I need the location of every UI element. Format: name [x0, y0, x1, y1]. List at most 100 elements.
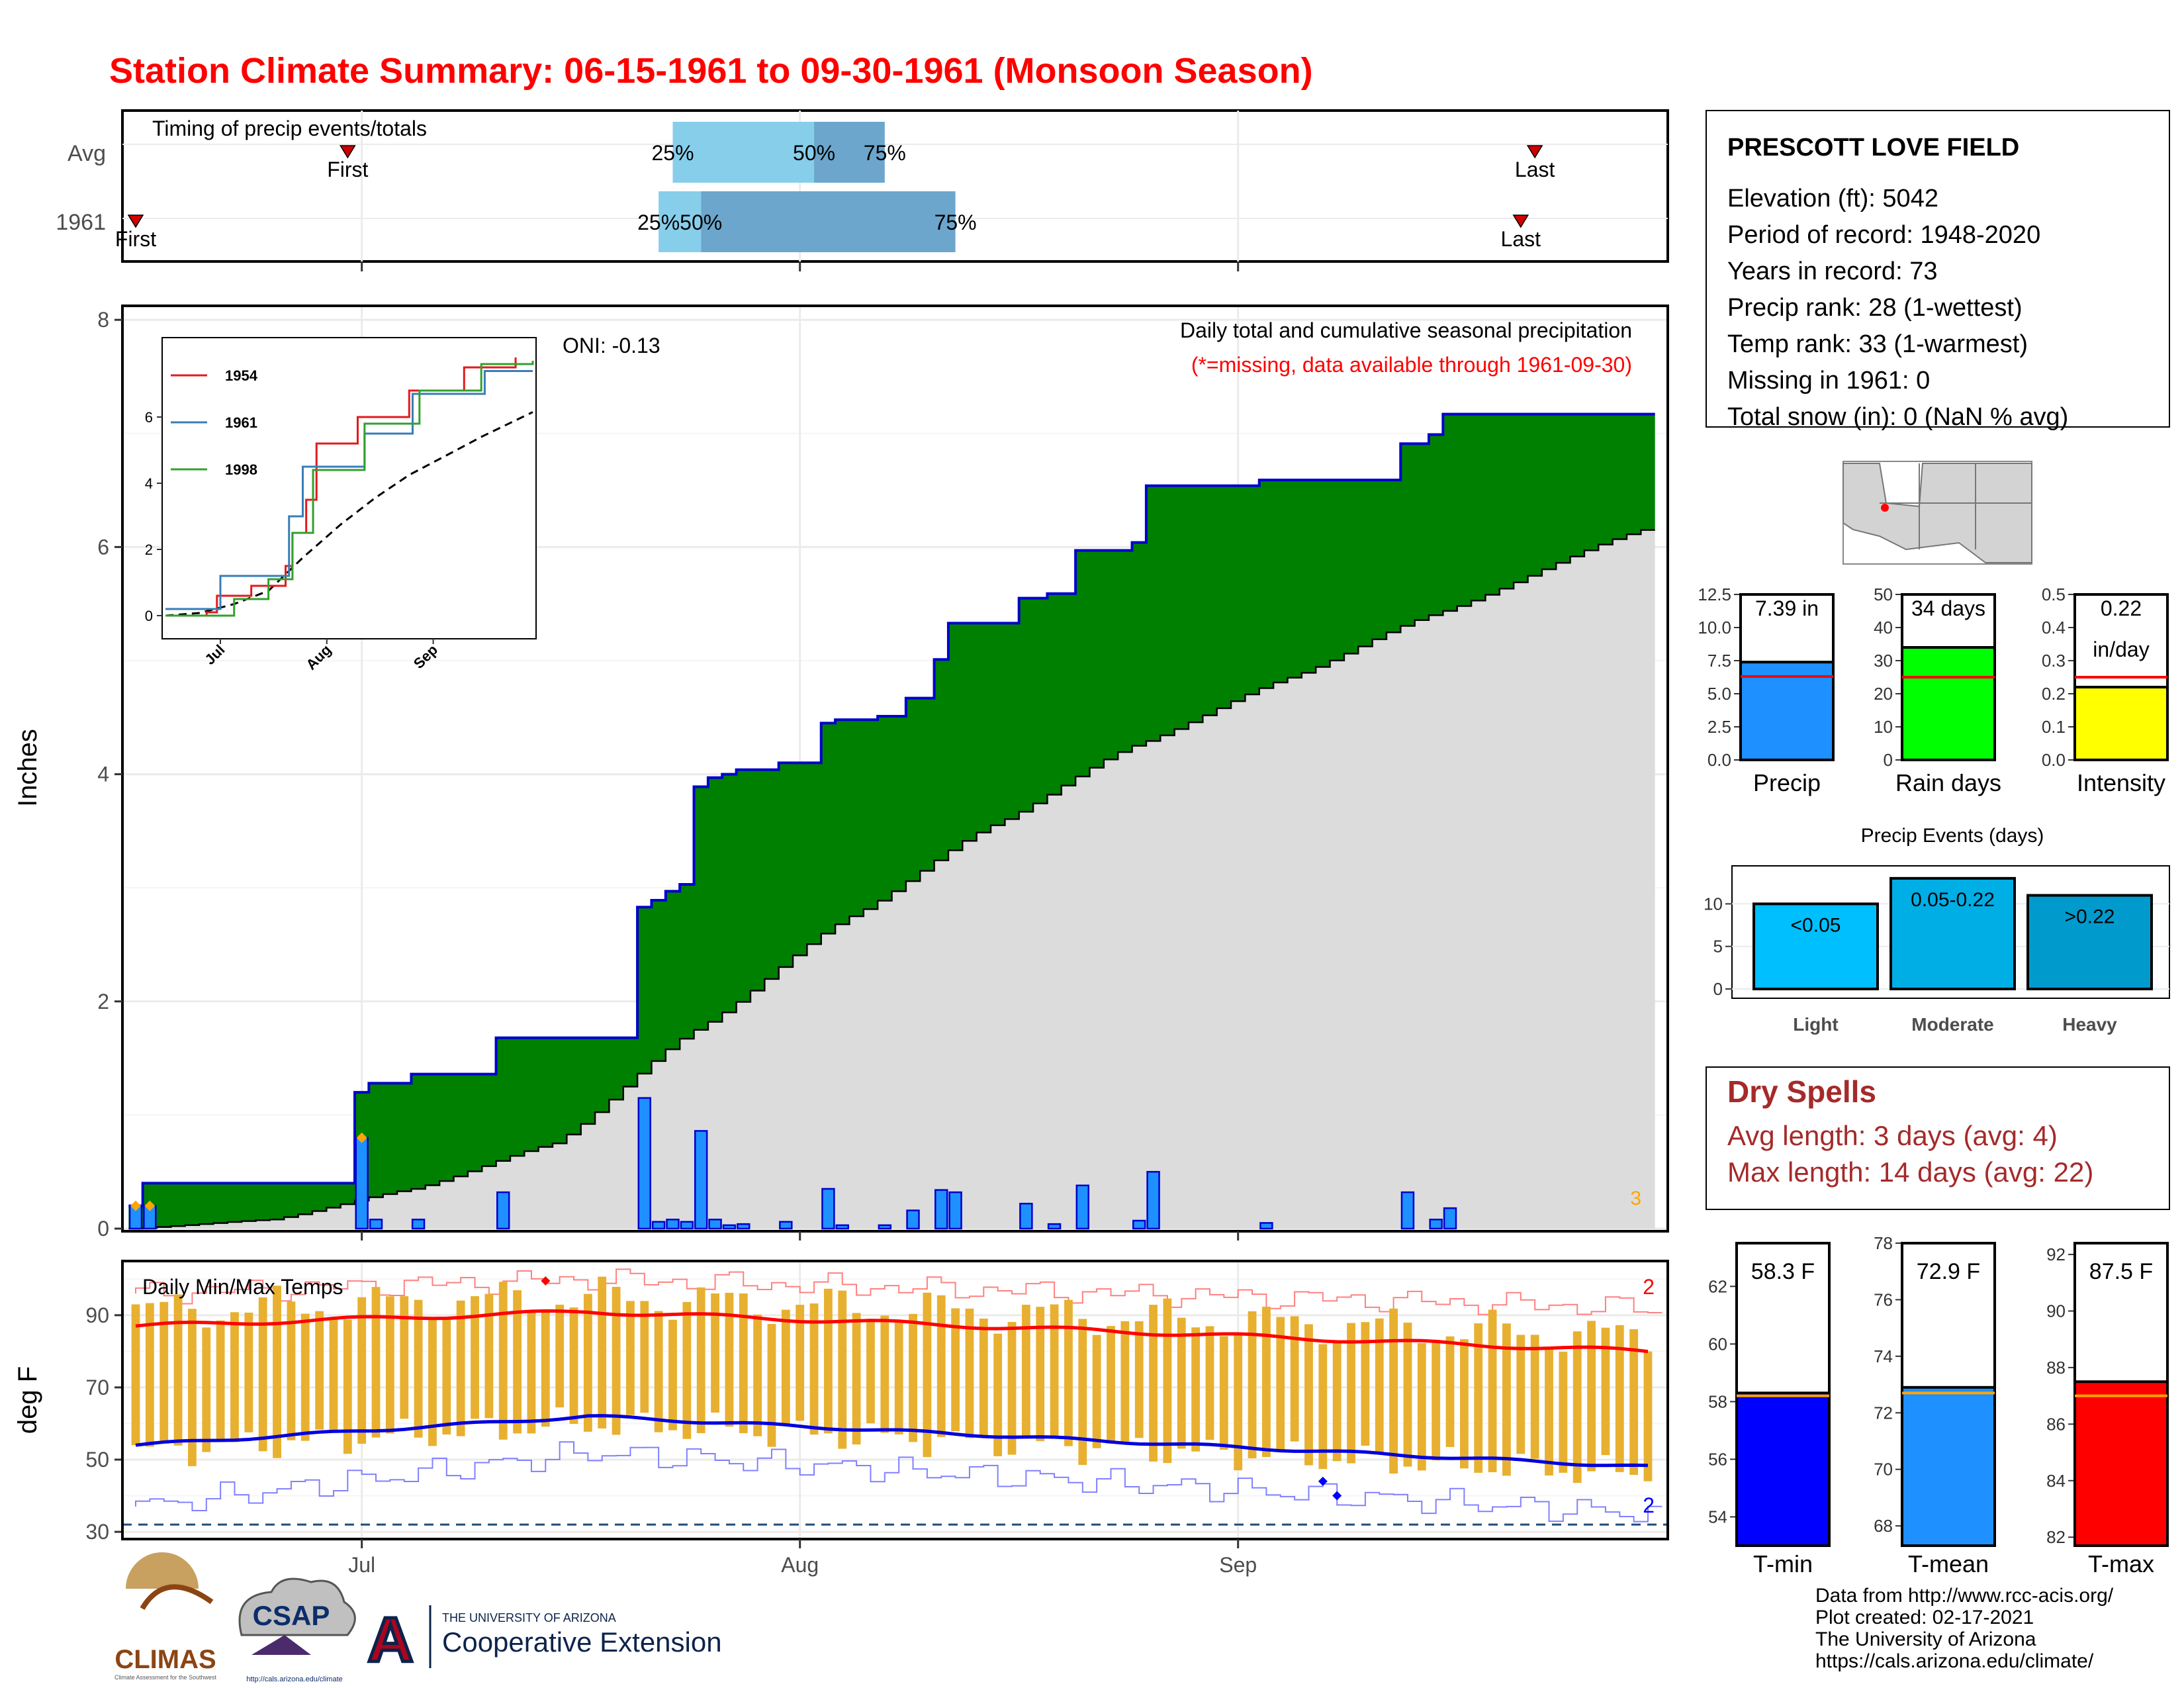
daily-temp-range-bar	[145, 1303, 154, 1447]
mini-bar-value-text: 7.39 in	[1755, 596, 1819, 620]
daily-precip-record-marker	[356, 1132, 367, 1143]
ua-cooperative-extension-logo: A THE UNIVERSITY OF ARIZONA Cooperative …	[361, 1603, 722, 1677]
daily-temp-range-bar	[1021, 1305, 1030, 1436]
daily-temp-range-bar	[442, 1319, 451, 1435]
daily-temp-range-bar	[1389, 1308, 1398, 1474]
average-cumulative-area	[128, 530, 1655, 1229]
daily-temp-range-bar	[1545, 1346, 1553, 1476]
precip-y-tick-label: 0	[97, 1217, 109, 1241]
record-low-line	[135, 1441, 1662, 1523]
temp-bar-y-tick-label: 90	[2046, 1301, 2066, 1321]
dry-spells-avg: Avg length: 3 days (avg: 4)	[1727, 1120, 2058, 1151]
above-average-cumulative-area	[128, 414, 1655, 1229]
daily-precip-bar	[878, 1224, 892, 1230]
footer-line: The University of Arizona	[1815, 1628, 2036, 1650]
csap-logo: CSAP http://cals.arizona.edu/climate	[238, 1577, 356, 1683]
mini-bar-label: Intensity	[2077, 769, 2165, 796]
timing-title: Timing of precip events/totals	[152, 117, 427, 140]
temp-bar-y-tick-label: 78	[1874, 1233, 1893, 1253]
daily-temp-range-bar	[400, 1296, 409, 1419]
daily-temp-range-bar	[385, 1296, 394, 1434]
average-min-temp-line	[135, 1414, 1649, 1468]
precip-y-tick-label: 6	[97, 535, 109, 559]
month-axis-label: Jul	[348, 1553, 375, 1577]
daily-temp-range-bar	[555, 1304, 565, 1408]
daily-temp-range-bar	[823, 1288, 833, 1434]
daily-temp-range-bar	[159, 1301, 169, 1443]
precip-annotation-note: (*=missing, data available through 1961-…	[1191, 353, 1632, 377]
daily-temp-range-bar	[244, 1312, 253, 1432]
temp-y-tick-label: 50	[85, 1448, 109, 1472]
climas-logo: CLIMAS Climate Assessment for the Southw…	[114, 1552, 217, 1681]
timing-last-marker	[1526, 145, 1543, 159]
station-name: PRESCOTT LOVE FIELD	[1727, 134, 2019, 162]
daily-precip-bar	[637, 1097, 652, 1230]
daily-temp-range-bar	[965, 1308, 974, 1438]
inset-y-tick-label: 6	[145, 409, 153, 426]
inset-legend-label: 1954	[225, 367, 258, 384]
record-temp-marker	[541, 1276, 551, 1286]
daily-precip-bar	[779, 1221, 793, 1230]
inset-legend-label: 1998	[225, 461, 257, 478]
daily-temp-range-bar	[1417, 1342, 1426, 1471]
daily-precip-record-marker	[130, 1200, 141, 1211]
temp-y-tick-label: 30	[85, 1520, 109, 1544]
mini-bar-y-tick-label: 0.4	[2042, 618, 2066, 637]
mini-bar-value-text: 34 days	[1911, 596, 1985, 620]
mini-bar-y-tick-label: 2.5	[1707, 717, 1731, 737]
daily-temp-range-bar	[484, 1293, 494, 1419]
mini-bar-y-tick-label: 0.2	[2042, 684, 2066, 704]
daily-precip-bar	[694, 1130, 708, 1230]
timing-first-label: First	[115, 227, 156, 251]
mini-bar-y-tick-label: 0.3	[2042, 651, 2066, 671]
temp-bar-y-tick-label: 74	[1874, 1346, 1893, 1366]
dry-spells-box: Dry Spells Avg length: 3 days (avg: 4) M…	[1706, 1066, 2170, 1210]
ua-logo-letter: A	[367, 1605, 413, 1675]
temp-bar-y-tick-label: 72	[1874, 1403, 1893, 1423]
mini-bar-label: Precip	[1753, 769, 1821, 796]
temp-bar-label: T-mean	[1908, 1550, 1989, 1577]
daily-precip-bar	[1132, 1219, 1146, 1230]
mini-bar-y-tick-label: 7.5	[1707, 651, 1731, 671]
daily-temp-range-bar	[711, 1293, 719, 1413]
temp-bar-value	[1735, 1391, 1831, 1547]
daily-temp-range-bar	[1332, 1340, 1342, 1462]
precip-y-tick-label: 4	[97, 763, 109, 786]
daily-precip-bar	[355, 1137, 369, 1230]
daily-precip-bar	[722, 1224, 737, 1230]
daily-temp-range-bar	[498, 1282, 508, 1440]
dry-spells-title: Dry Spells	[1727, 1074, 1876, 1109]
daily-temp-range-bar	[1361, 1322, 1370, 1446]
daily-temp-range-bar	[371, 1287, 381, 1438]
record-temp-marker	[1318, 1476, 1328, 1486]
temp-panel-title: Daily Min/Max Temps	[142, 1275, 343, 1299]
inset-y-tick-label: 0	[145, 608, 153, 624]
daily-temp-range-bar	[796, 1305, 805, 1421]
daily-temp-range-bar	[1601, 1327, 1610, 1456]
daily-temp-range-bar	[767, 1324, 776, 1447]
month-axis-label: Aug	[781, 1553, 819, 1577]
daily-temp-range-bar	[1134, 1321, 1144, 1438]
mini-bar-y-tick-label: 20	[1874, 684, 1893, 704]
mini-bar-y-tick-label: 0.5	[2042, 585, 2066, 604]
mini-bar-value	[2073, 686, 2169, 761]
daily-temp-range-bar	[1572, 1331, 1582, 1483]
events-bar-text: >0.22	[2065, 906, 2115, 928]
timing-label-50: 50%	[793, 141, 835, 165]
mini-bar-y-tick-label: 30	[1874, 651, 1893, 671]
temp-bar-y-tick-label: 62	[1708, 1276, 1727, 1296]
temp-bar-y-tick-label: 86	[2046, 1414, 2066, 1434]
timing-label-25: 25%	[637, 211, 680, 234]
cumulative-precip-line	[128, 412, 1655, 1207]
temp-bar-value	[1901, 1385, 1996, 1548]
average-cumulative-line	[128, 529, 1655, 1230]
station-info-line: Period of record: 1948-2020	[1727, 221, 2040, 249]
events-bar-text: 0.05-0.22	[1911, 889, 1995, 911]
average-max-temp-line	[135, 1309, 1649, 1354]
timing-bar-25-50	[659, 191, 702, 252]
temp-bar-y-tick-label: 54	[1708, 1507, 1727, 1526]
record-temp-marker	[1332, 1491, 1342, 1501]
temp-bar-label: T-max	[2088, 1550, 2154, 1577]
daily-temp-range-bar	[1318, 1344, 1328, 1470]
